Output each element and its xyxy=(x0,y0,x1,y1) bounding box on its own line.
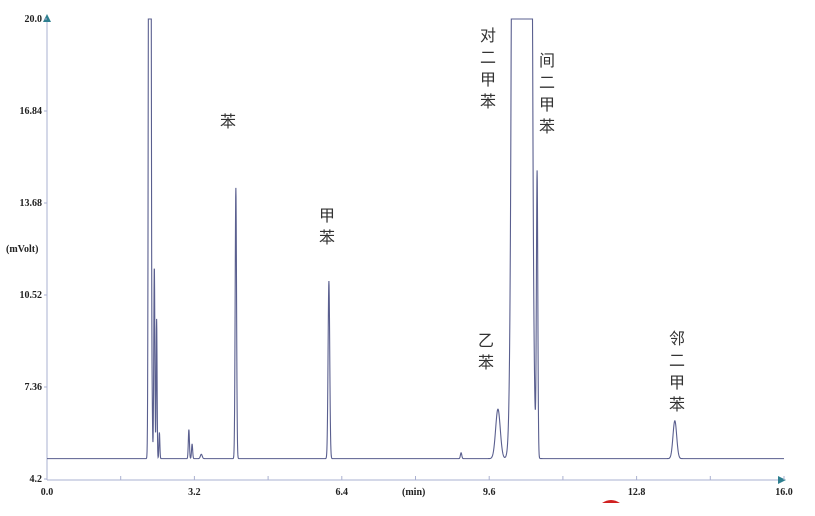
y-axis-label: (mVolt) xyxy=(6,244,38,255)
x-tick-label: 6.4 xyxy=(336,487,349,498)
y-tick-label: 13.68 xyxy=(20,198,43,209)
x-tick-label: 12.8 xyxy=(628,487,646,498)
peak-label-benzene: 苯 xyxy=(220,112,236,131)
chromatogram-trace xyxy=(47,18,784,460)
x-tick-label: 3.2 xyxy=(188,487,201,498)
svg-text:苯: 苯 xyxy=(478,353,494,372)
x-axis-arrow-icon xyxy=(778,476,786,484)
svg-text:乙: 乙 xyxy=(478,331,494,350)
red-mark xyxy=(602,500,620,503)
x-tick-label: 16.0 xyxy=(775,487,793,498)
y-tick-label: 7.36 xyxy=(25,382,43,393)
x-tick-label: 0.0 xyxy=(41,487,54,498)
x-axis-label: (min) xyxy=(402,487,425,498)
peak-label-m-xylene: 间二甲苯 xyxy=(536,52,555,140)
peak-label-o-xylene: 邻二甲苯 xyxy=(666,330,685,418)
peak-label-ethylbenzene: 乙 苯 xyxy=(478,331,494,372)
y-tick-label: 10.52 xyxy=(20,290,43,301)
y-tick-label: 16.84 xyxy=(20,106,43,117)
y-axis-arrow-icon xyxy=(43,14,51,22)
svg-text:甲: 甲 xyxy=(319,206,335,225)
x-tick-label: 9.6 xyxy=(483,487,496,498)
y-tick-label: 20.0 xyxy=(25,14,43,25)
y-tick-label: 4.2 xyxy=(30,474,43,485)
peak-label-p-xylene: 对二甲苯 xyxy=(477,27,496,115)
svg-text:苯: 苯 xyxy=(319,228,335,247)
peak-label-toluene: 甲 苯 xyxy=(319,206,335,247)
